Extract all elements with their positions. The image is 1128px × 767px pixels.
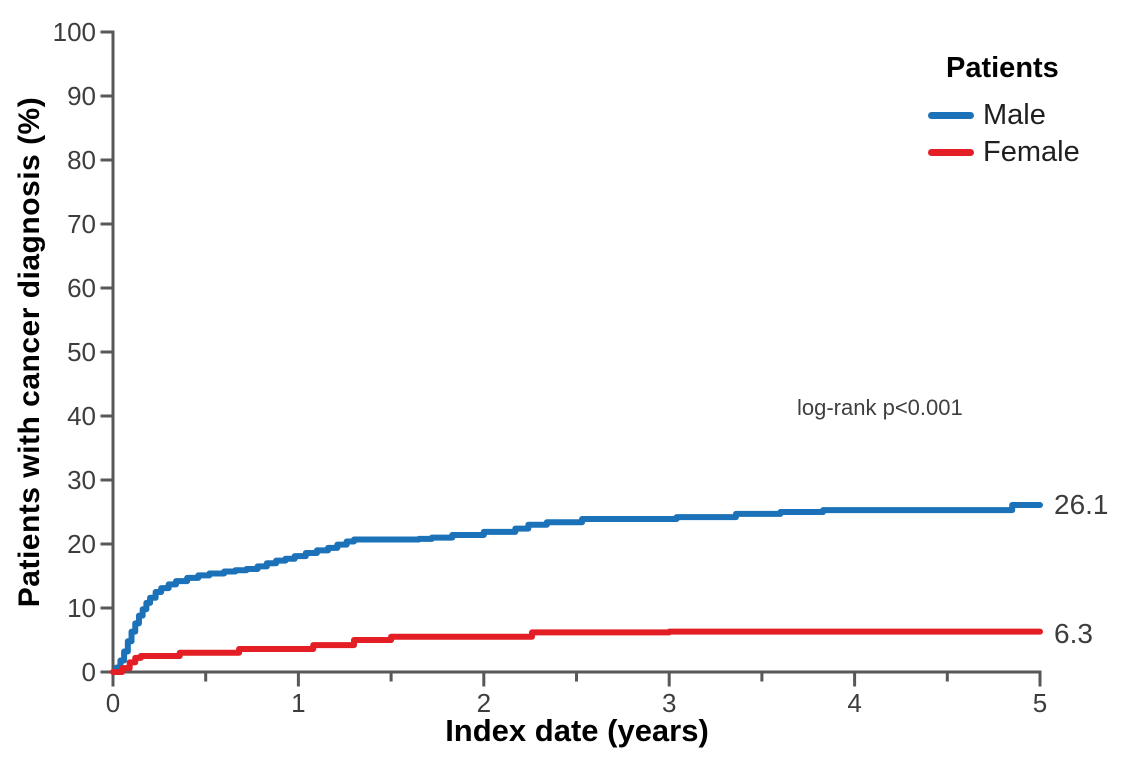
y-tick-label: 20	[67, 529, 96, 559]
x-tick-label: 5	[1033, 688, 1047, 718]
y-tick-label: 70	[67, 209, 96, 239]
female-curve-end-label: 6.3	[1054, 618, 1093, 649]
x-tick-labels: 0 1 2 3 4 5	[106, 688, 1047, 718]
female-curve	[110, 628, 1043, 675]
legend: Patients Male Female	[928, 52, 1080, 171]
male-curve-end-label: 26.1	[1054, 489, 1109, 520]
legend-label-female: Female	[983, 136, 1080, 168]
y-tick-labels: 0 10 20 30 40 50 60 70 80 90 100	[53, 17, 96, 687]
x-tick-label: 4	[847, 688, 861, 718]
y-tick-label: 10	[67, 593, 96, 623]
log-rank-annotation: log-rank p<0.001	[797, 395, 963, 420]
male-line-swatch-icon	[928, 112, 974, 119]
x-axis-label: Index date (years)	[445, 713, 709, 748]
y-tick-label: 100	[53, 17, 96, 47]
x-tick-label: 3	[662, 688, 676, 718]
y-tick-label: 0	[82, 657, 96, 687]
axes	[100, 30, 1042, 687]
y-tick-label: 40	[67, 401, 96, 431]
y-tick-label: 30	[67, 465, 96, 495]
y-tick-label: 90	[67, 81, 96, 111]
y-axis-label: Patients with cancer diagnosis (%)	[13, 96, 46, 608]
y-tick-label: 50	[67, 337, 96, 367]
y-tick-label: 60	[67, 273, 96, 303]
legend-entry-male: Male	[928, 97, 1080, 134]
male-curve	[110, 501, 1043, 675]
y-tick-label: 80	[67, 145, 96, 175]
legend-title: Patients	[946, 52, 1059, 84]
legend-entry-female: Female	[928, 134, 1080, 171]
legend-label-male: Male	[983, 99, 1046, 131]
female-line-swatch-icon	[928, 149, 974, 156]
x-tick-label: 2	[477, 688, 491, 718]
x-tick-label: 1	[291, 688, 305, 718]
x-tick-label: 0	[106, 688, 120, 718]
